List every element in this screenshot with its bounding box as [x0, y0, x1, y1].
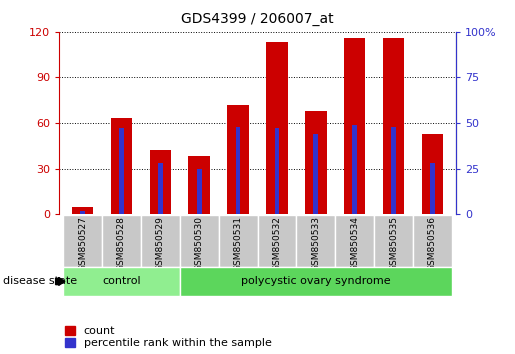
- Bar: [413, 215, 452, 267]
- Text: polycystic ovary syndrome: polycystic ovary syndrome: [241, 276, 391, 286]
- Bar: [266, 42, 288, 214]
- Bar: [219, 215, 258, 267]
- Bar: [111, 119, 132, 214]
- Bar: [383, 38, 404, 214]
- Bar: [296, 215, 335, 267]
- Bar: [150, 150, 171, 214]
- Bar: [188, 156, 210, 214]
- Bar: [119, 129, 124, 214]
- Bar: [422, 134, 443, 214]
- Text: GSM850531: GSM850531: [234, 216, 243, 272]
- Bar: [236, 127, 241, 214]
- Text: disease state: disease state: [3, 276, 77, 286]
- Text: GSM850528: GSM850528: [117, 216, 126, 271]
- Text: GSM850529: GSM850529: [156, 216, 165, 271]
- Bar: [72, 207, 93, 214]
- Bar: [141, 215, 180, 267]
- Text: GSM850536: GSM850536: [428, 216, 437, 272]
- Text: GSM850534: GSM850534: [350, 216, 359, 271]
- Bar: [352, 125, 357, 214]
- Bar: [197, 169, 201, 214]
- Text: GSM850535: GSM850535: [389, 216, 398, 272]
- Bar: [274, 129, 279, 214]
- Bar: [314, 134, 318, 214]
- Bar: [180, 267, 452, 296]
- Bar: [335, 215, 374, 267]
- FancyArrow shape: [56, 278, 65, 285]
- Bar: [102, 215, 141, 267]
- Text: GSM850530: GSM850530: [195, 216, 204, 272]
- Bar: [63, 267, 180, 296]
- Text: control: control: [102, 276, 141, 286]
- Bar: [158, 163, 163, 214]
- Bar: [391, 127, 396, 214]
- Bar: [258, 215, 296, 267]
- Bar: [80, 211, 85, 214]
- Bar: [227, 105, 249, 214]
- Bar: [305, 111, 327, 214]
- Text: GSM850527: GSM850527: [78, 216, 87, 271]
- Bar: [63, 215, 102, 267]
- Bar: [374, 215, 413, 267]
- Legend: count, percentile rank within the sample: count, percentile rank within the sample: [65, 326, 271, 348]
- Text: GSM850532: GSM850532: [272, 216, 281, 271]
- Bar: [180, 215, 219, 267]
- Bar: [430, 163, 435, 214]
- Text: GDS4399 / 206007_at: GDS4399 / 206007_at: [181, 12, 334, 27]
- Text: GSM850533: GSM850533: [311, 216, 320, 272]
- Bar: [344, 38, 365, 214]
